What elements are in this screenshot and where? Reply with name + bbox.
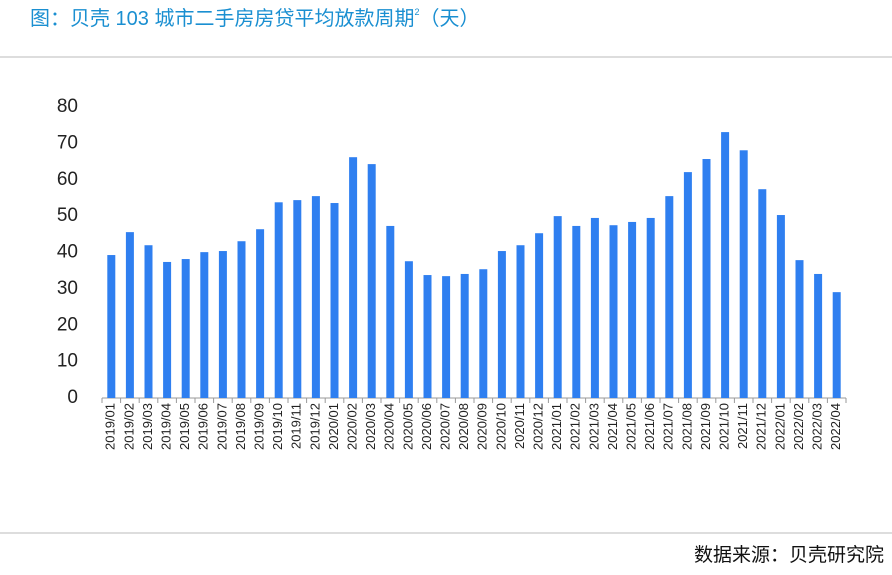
x-tick-label: 2020/01 <box>326 403 341 450</box>
x-tick-label: 2020/03 <box>363 403 378 450</box>
x-tick-label: 2021/07 <box>661 403 676 450</box>
x-tick-label: 2021/08 <box>679 403 694 450</box>
x-tick-label: 2021/01 <box>549 403 564 450</box>
title-suffix: （天） <box>420 7 480 30</box>
y-tick-label: 40 <box>57 242 78 263</box>
x-tick-label: 2021/05 <box>624 403 639 450</box>
x-tick-label: 2021/09 <box>698 403 713 450</box>
bar <box>814 273 823 398</box>
bar <box>516 245 525 398</box>
bar <box>553 216 562 398</box>
bar <box>163 261 172 398</box>
x-tick-label: 2020/02 <box>345 403 360 450</box>
x-tick-label: 2019/11 <box>289 403 304 449</box>
bar <box>218 251 227 398</box>
bar <box>628 221 637 398</box>
x-tick-label: 2021/10 <box>717 403 732 450</box>
source: 数据来源：贝壳研究院 <box>694 544 884 566</box>
x-tick-label: 2020/07 <box>438 403 453 450</box>
x-tick-label: 2020/08 <box>456 403 471 450</box>
bar <box>590 217 599 398</box>
bar <box>311 196 320 398</box>
y-tick-label: 10 <box>57 351 78 372</box>
bar <box>330 203 339 398</box>
bar <box>125 232 134 398</box>
x-tick-label: 2019/10 <box>270 403 285 450</box>
bar <box>497 251 506 398</box>
x-tick-label: 2021/12 <box>754 403 769 450</box>
bar <box>181 259 190 398</box>
y-tick-label: 70 <box>57 132 78 153</box>
bar <box>776 215 785 398</box>
x-tick-label: 2021/11 <box>735 403 750 449</box>
x-tick-label: 2019/08 <box>233 403 248 450</box>
x-tick-label: 2022/01 <box>772 403 787 450</box>
x-tick-label: 2019/06 <box>196 403 211 450</box>
bar <box>274 202 283 398</box>
x-tick-label: 2022/04 <box>828 403 843 450</box>
bar <box>237 241 246 398</box>
x-tick-label: 2020/11 <box>512 403 527 449</box>
bar <box>535 233 544 398</box>
x-tick-label: 2020/06 <box>419 403 434 450</box>
bar <box>144 245 153 398</box>
bar <box>758 189 767 398</box>
y-tick-label: 50 <box>57 205 78 226</box>
x-tick-label: 2022/02 <box>791 403 806 450</box>
x-tick-label: 2021/02 <box>568 403 583 450</box>
title-superscript: 2 <box>414 7 419 17</box>
bar <box>646 217 655 398</box>
bar <box>349 157 358 398</box>
bar <box>702 159 711 398</box>
x-tick-label: 2020/05 <box>400 403 415 450</box>
bar <box>293 200 302 398</box>
x-tick-label: 2020/12 <box>531 403 546 450</box>
y-tick-label: 60 <box>57 169 78 190</box>
bar <box>795 260 804 398</box>
x-tick-label: 2019/04 <box>159 403 174 450</box>
x-tick-label: 2019/03 <box>140 403 155 450</box>
x-tick-label: 2022/03 <box>810 403 825 450</box>
x-tick-label: 2021/03 <box>586 403 601 450</box>
x-tick-label: 2021/04 <box>605 403 620 450</box>
bar <box>404 261 413 398</box>
y-tick-label: 80 <box>57 96 78 117</box>
chart-title: 图：贝壳 103 城市二手房房贷平均放款周期2（天） <box>30 7 480 30</box>
bar <box>683 172 692 398</box>
x-tick-label: 2019/09 <box>252 403 267 450</box>
y-tick-label: 30 <box>57 278 78 299</box>
bar <box>832 292 841 398</box>
bar <box>367 164 376 398</box>
x-tick-label: 2019/02 <box>121 403 136 450</box>
x-tick-label: 2019/07 <box>214 403 229 450</box>
title-main: 图：贝壳 103 城市二手房房贷平均放款周期 <box>30 7 414 30</box>
x-tick-label: 2019/05 <box>177 403 192 450</box>
y-tick-label: 0 <box>67 387 78 408</box>
x-tick-label: 2020/04 <box>382 403 397 450</box>
x-tick-label: 2021/06 <box>642 403 657 450</box>
bar <box>200 252 209 398</box>
bar <box>386 225 395 398</box>
x-tick-label: 2019/12 <box>307 403 322 450</box>
bar <box>479 269 488 398</box>
x-tick-label: 2020/09 <box>475 403 490 450</box>
y-tick-label: 20 <box>57 314 78 335</box>
bar <box>460 273 469 398</box>
bar <box>107 255 116 398</box>
bar <box>423 275 432 398</box>
x-tick-label: 2019/01 <box>103 403 118 450</box>
bar <box>442 276 451 398</box>
bar <box>665 196 674 398</box>
bar <box>609 225 618 398</box>
bar <box>572 225 581 398</box>
bar <box>256 229 265 398</box>
x-tick-label: 2020/10 <box>493 403 508 450</box>
bar <box>739 150 748 398</box>
bar <box>721 132 730 398</box>
